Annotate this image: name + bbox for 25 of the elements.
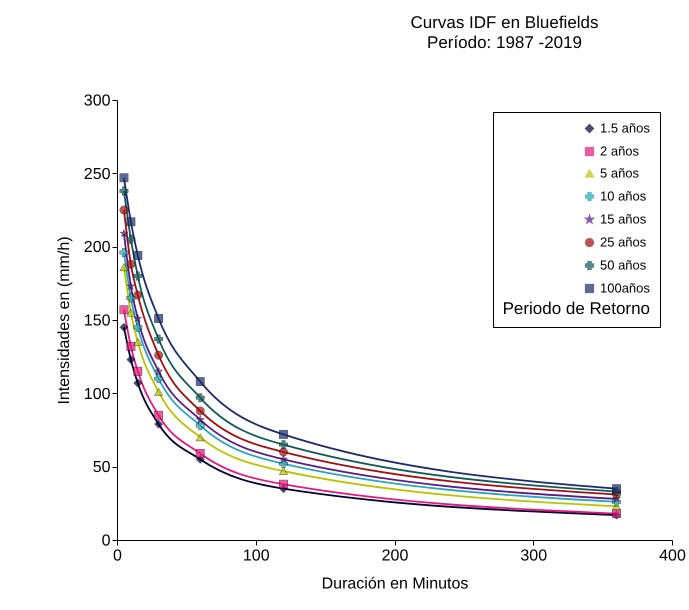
legend-label: 15 años (600, 212, 647, 226)
legend-label: 5 años (600, 166, 640, 180)
y-tick-label: 250 (84, 166, 111, 183)
chart-subtitle: Período: 1987 -2019 (426, 33, 582, 52)
legend-label: 100años (600, 280, 650, 296)
legend-label: 1.5 años (600, 120, 650, 136)
x-tick-label: 400 (659, 548, 686, 564)
legend-label: 2 años (600, 144, 640, 158)
y-tick-label: 0 (102, 532, 111, 550)
y-tick-label: 50 (92, 459, 111, 476)
x-tick-label: 0 (113, 548, 122, 564)
legend-label: 10 años (600, 188, 647, 204)
y-axis-title: Intensidades en (mm/h) (56, 236, 73, 405)
chart-title: Curvas IDF en Bluefields (410, 13, 599, 32)
y-tick-label: 200 (84, 239, 111, 256)
y-tick-label: 150 (84, 312, 111, 330)
x-tick-label: 300 (520, 548, 548, 564)
legend-title: Periodo de Retorno (502, 299, 650, 318)
x-tick-label: 200 (382, 548, 408, 564)
y-tick-label: 300 (84, 92, 111, 110)
legend-label: 50 años (600, 258, 647, 272)
y-tick-label: 100 (84, 386, 111, 403)
x-axis-title: Duración en Minutos (322, 576, 468, 592)
x-tick-label: 100 (242, 548, 270, 564)
legend-label: 25 años (600, 234, 647, 250)
